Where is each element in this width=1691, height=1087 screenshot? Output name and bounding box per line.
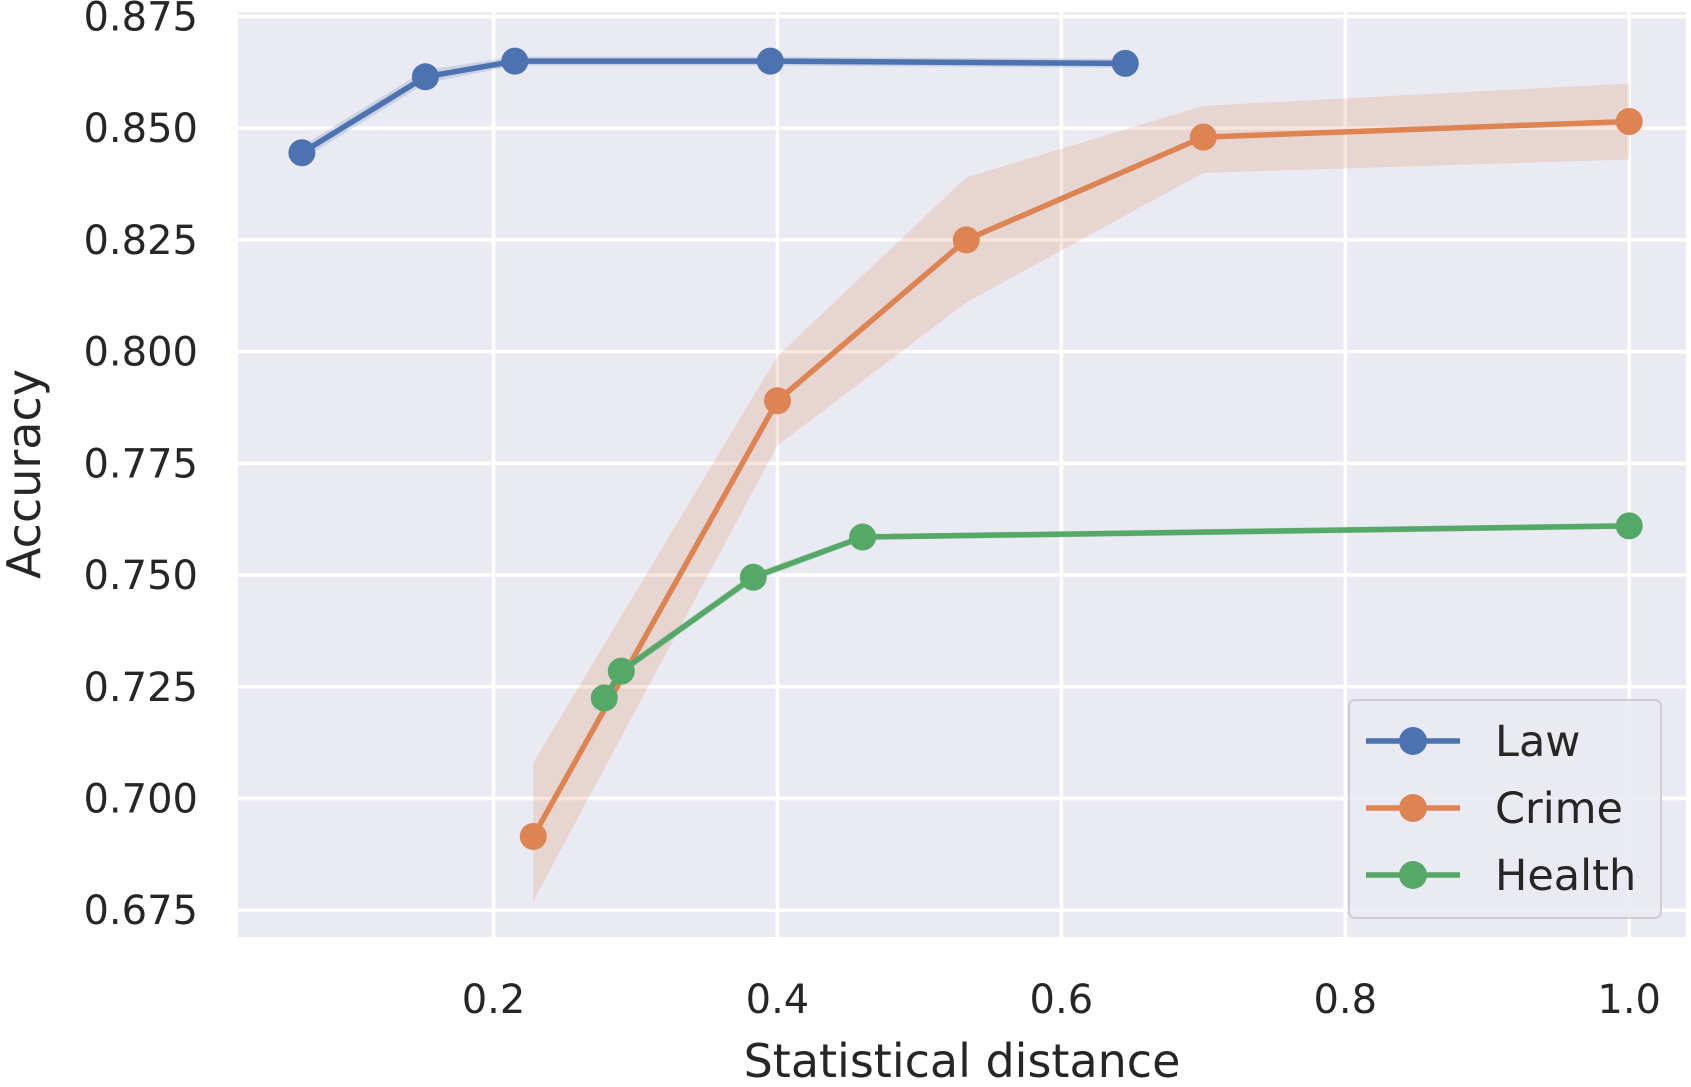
law-data-point bbox=[288, 139, 316, 167]
health-data-point bbox=[590, 684, 618, 712]
x-tick-label: 0.2 bbox=[462, 977, 526, 1023]
law-legend-label: Law bbox=[1495, 717, 1580, 767]
x-axis-label: Statistical distance bbox=[744, 1034, 1181, 1083]
y-tick-label: 0.850 bbox=[83, 106, 198, 152]
y-tick-label: 0.875 bbox=[83, 0, 198, 40]
x-tick-label: 0.8 bbox=[1313, 977, 1377, 1023]
x-tick-label: 1.0 bbox=[1597, 977, 1661, 1023]
y-tick-label: 0.775 bbox=[83, 441, 198, 487]
health-data-point bbox=[1615, 512, 1643, 540]
x-tick-label: 0.6 bbox=[1030, 977, 1094, 1023]
y-tick-label: 0.800 bbox=[83, 330, 198, 376]
law-legend-marker bbox=[1399, 727, 1427, 755]
crime-data-point bbox=[1189, 123, 1217, 151]
series-markers bbox=[288, 47, 1643, 850]
health-data-point bbox=[739, 563, 767, 591]
grid-lines bbox=[238, 12, 1686, 937]
y-tick-label: 0.750 bbox=[83, 553, 198, 599]
y-tick-label: 0.675 bbox=[83, 888, 198, 934]
health-legend-label: Health bbox=[1495, 851, 1636, 901]
law-data-point bbox=[756, 47, 784, 75]
law-data-point bbox=[501, 47, 529, 75]
law-data-point bbox=[411, 63, 439, 91]
legend: Law Crime Health bbox=[1348, 699, 1662, 919]
law-confidence-band bbox=[301, 56, 1126, 160]
x-tick-label: 0.4 bbox=[746, 977, 810, 1023]
confidence-bands bbox=[301, 56, 1630, 902]
y-tick-label: 0.725 bbox=[83, 665, 198, 711]
y-tick-label: 0.825 bbox=[83, 218, 198, 264]
crime-data-point bbox=[952, 226, 980, 254]
health-data-point bbox=[849, 523, 877, 551]
health-legend-marker bbox=[1399, 861, 1427, 889]
crime-data-point bbox=[519, 822, 547, 850]
crime-data-point bbox=[1615, 107, 1643, 135]
crime-legend-marker bbox=[1399, 794, 1427, 822]
y-axis-ticks: 0.675 0.700 0.725 0.750 0.775 0.800 0.825 0.850… bbox=[83, 0, 198, 934]
law-data-point bbox=[1111, 49, 1139, 77]
legend-box bbox=[1348, 699, 1662, 919]
y-axis-label: Accuracy bbox=[0, 369, 51, 579]
crime-legend-label: Crime bbox=[1495, 784, 1623, 834]
crime-data-point bbox=[763, 387, 791, 415]
y-tick-label: 0.700 bbox=[83, 776, 198, 822]
health-data-point bbox=[607, 657, 635, 685]
x-axis-ticks: 0.2 0.4 0.6 0.8 1.0 bbox=[462, 977, 1661, 1023]
